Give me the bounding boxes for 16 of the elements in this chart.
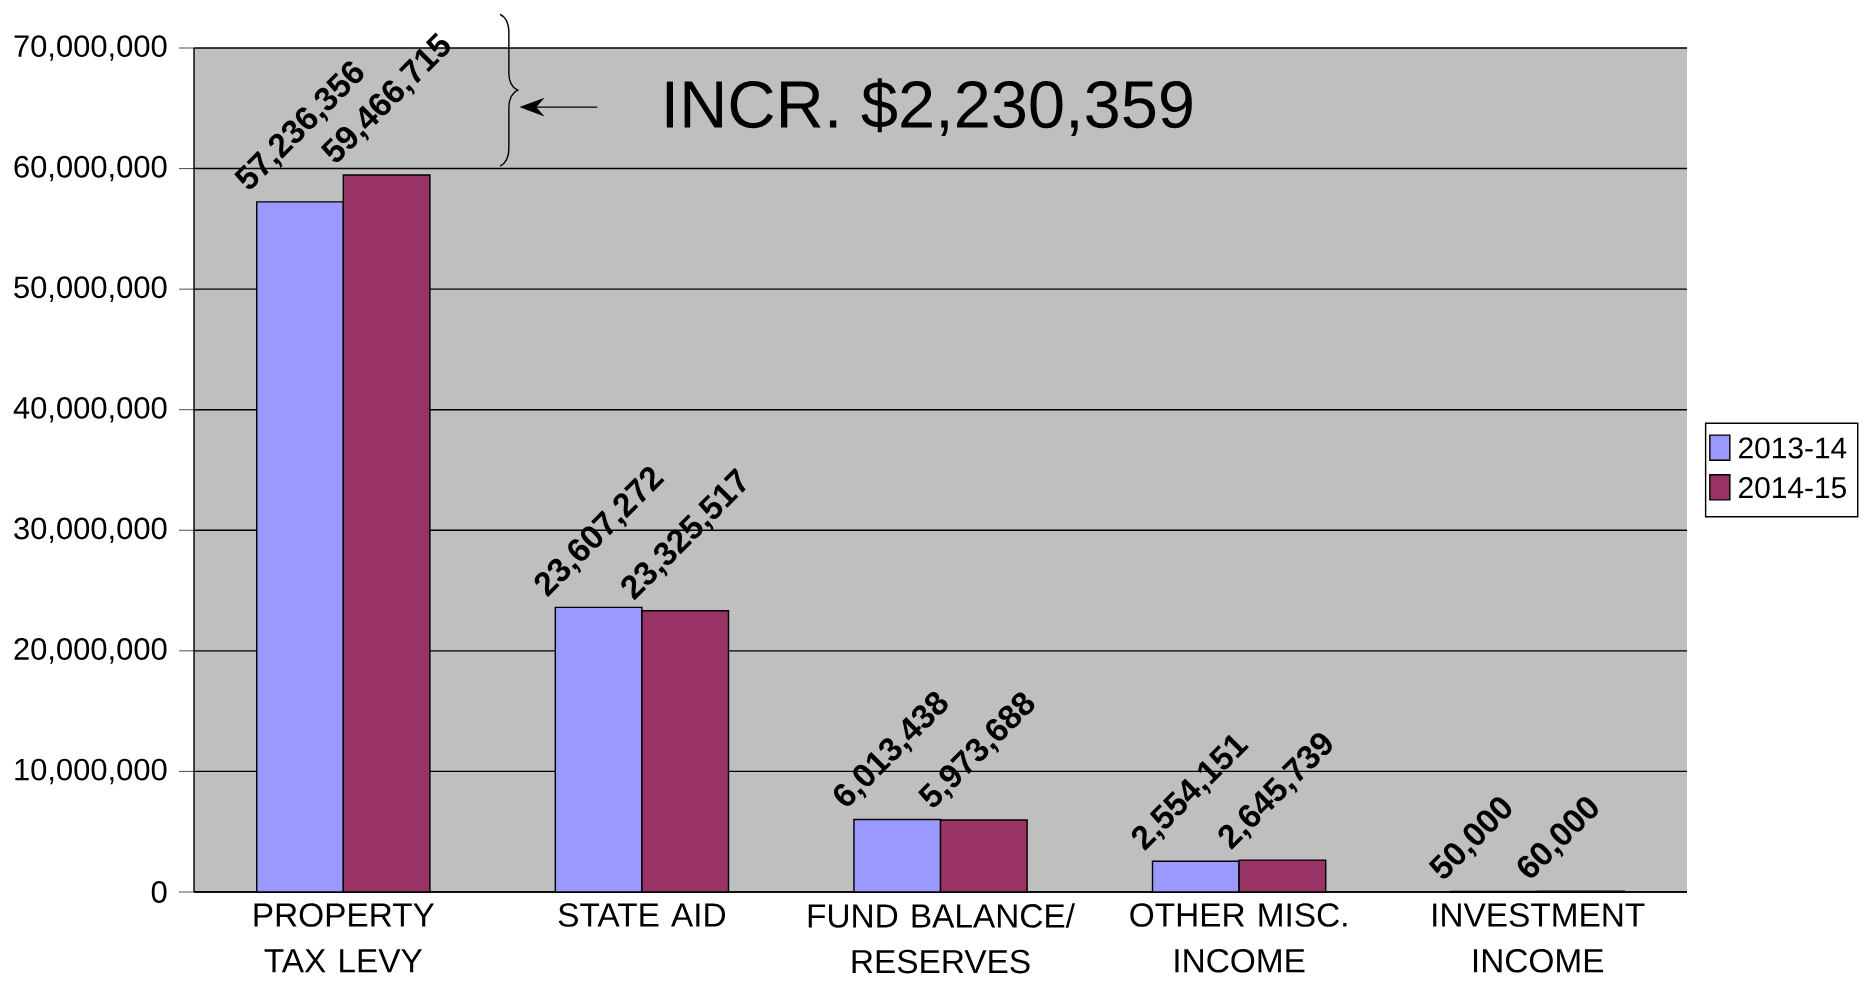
y-tick-label: 0 [151, 881, 167, 903]
x-tick-label: FUND BALANCE/ RESERVES [808, 903, 1075, 974]
legend-label: 2014-15 [1739, 477, 1846, 499]
y-tick-label: 30,000,000 [14, 517, 167, 544]
x-tick-label: INVESTMENT INCOME [1433, 903, 1645, 973]
y-tick-label: 50,000,000 [14, 276, 167, 302]
x-tick-label: PROPERTY TAX LEVY [254, 903, 435, 973]
legend-label: 2013-14 [1739, 437, 1847, 459]
x-tick-label: STATE AID [558, 903, 726, 927]
annotation: INCR. $2,230,359 [666, 78, 1192, 137]
y-tick-label: 10,000,000 [15, 758, 167, 785]
y-tick-label: 40,000,000 [13, 396, 167, 423]
x-tick-label: OTHER MISC. INCOME [1130, 903, 1347, 973]
y-tick-label: 70,000,000 [14, 35, 167, 61]
y-tick-label: 60,000,000 [14, 155, 167, 182]
y-tick-label: 20,000,000 [14, 638, 167, 664]
